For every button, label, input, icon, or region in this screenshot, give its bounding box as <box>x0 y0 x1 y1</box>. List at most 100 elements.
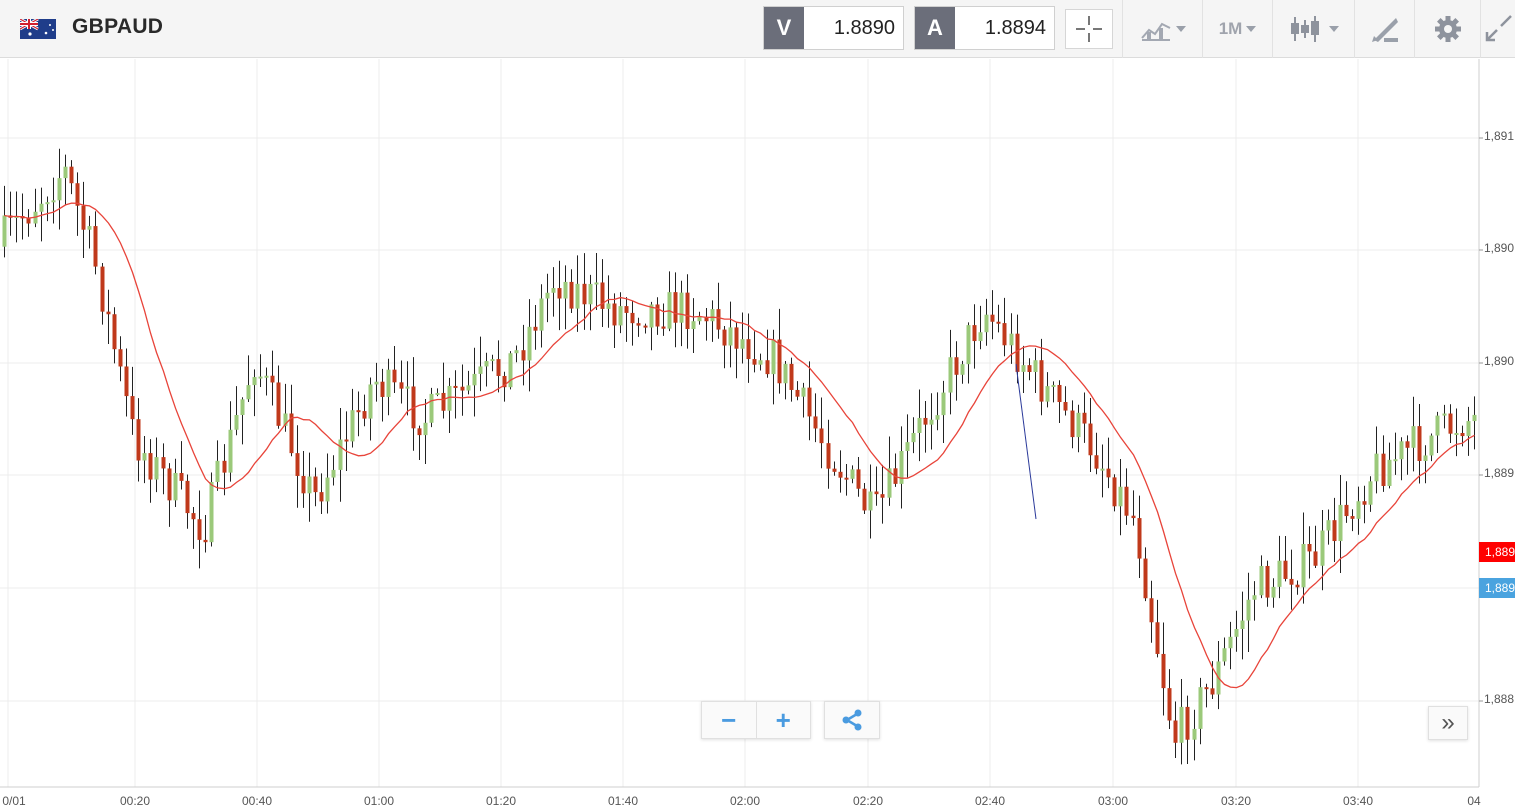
candle-down <box>106 311 111 315</box>
candle-down <box>1295 584 1300 588</box>
candle-up <box>374 381 379 385</box>
candle-down <box>685 292 690 330</box>
candle-up <box>484 361 489 367</box>
x-tick-label: 03:20 <box>1220 794 1252 805</box>
candle-up <box>1320 530 1325 566</box>
candle-down <box>362 411 367 419</box>
crosshair-button[interactable] <box>1058 0 1120 58</box>
candle-up <box>899 450 904 484</box>
candle-down <box>1289 578 1294 585</box>
candle-up <box>209 481 214 543</box>
candle-down <box>990 314 995 322</box>
price-chart[interactable] <box>0 59 1515 805</box>
candle-up <box>447 385 452 411</box>
candle-down <box>399 382 404 389</box>
candle-down <box>1070 410 1075 438</box>
scroll-to-latest-button[interactable]: » <box>1428 706 1468 740</box>
candle-up <box>539 298 544 331</box>
candle-up <box>758 360 763 365</box>
candle-up <box>1240 620 1245 630</box>
drawn-trend-line <box>1015 363 1037 520</box>
candle-up <box>1033 360 1038 372</box>
candle-up <box>740 339 745 349</box>
candle-up <box>563 281 568 299</box>
candle-down <box>722 329 727 346</box>
y-tick-label: 1,890 <box>1484 241 1515 255</box>
candle-down <box>1015 333 1020 372</box>
candle-up <box>1076 412 1081 438</box>
timeframe-dropdown[interactable]: 1M <box>1202 0 1272 58</box>
candle-down <box>1448 413 1453 434</box>
candle-down <box>838 471 843 478</box>
candle-down <box>130 396 135 420</box>
ask-price-button[interactable]: A 1.8894 <box>914 6 1055 50</box>
candle-down <box>1381 453 1386 486</box>
candle-down <box>453 385 458 388</box>
candlestick-chart[interactable] <box>0 59 1515 805</box>
candle-down <box>460 386 465 391</box>
candle-down <box>1307 544 1312 552</box>
candle-down <box>1460 433 1465 437</box>
candle-down <box>1405 441 1410 448</box>
x-tick-label: 03:00 <box>1097 794 1129 805</box>
zoom-out-button[interactable]: − <box>721 704 737 735</box>
candle-down <box>746 339 751 360</box>
candle-down <box>752 359 757 365</box>
candle-down <box>295 453 300 476</box>
candle-down <box>191 513 196 520</box>
candle-down <box>124 366 129 397</box>
candle-up <box>1338 504 1343 542</box>
candle-down <box>1063 402 1068 411</box>
instrument-symbol: GBPAUD <box>72 15 164 38</box>
candle-down <box>289 413 294 454</box>
candle-up <box>1435 415 1440 436</box>
candle-up <box>1198 687 1203 729</box>
candle-up <box>51 200 56 203</box>
candle-down <box>1027 365 1032 372</box>
ask-tag: A <box>915 7 955 49</box>
crosshair-icon <box>1076 16 1102 42</box>
zoom-in-button[interactable]: + <box>755 702 811 738</box>
candle-down <box>1265 565 1270 598</box>
candle-up <box>154 457 159 480</box>
candle-up <box>1466 421 1471 437</box>
candle-up <box>246 385 251 400</box>
candle-up <box>39 203 44 212</box>
candle-down <box>179 473 184 481</box>
candle-down <box>582 283 587 305</box>
candle-up <box>350 410 355 442</box>
indicators-button[interactable] <box>1272 0 1354 58</box>
x-tick-label: 00:40 <box>241 794 273 805</box>
candle-up <box>1100 468 1105 471</box>
candle-up <box>1326 520 1331 531</box>
candle-up <box>1277 560 1282 587</box>
fullscreen-button[interactable] <box>1480 0 1515 58</box>
candle-down <box>624 306 629 313</box>
candle-up <box>1179 706 1184 743</box>
candle-up <box>1234 629 1239 637</box>
candle-up <box>1009 333 1014 346</box>
candle-up <box>63 166 68 179</box>
candle-down <box>380 381 385 397</box>
candle-down <box>270 375 275 383</box>
x-tick-label: 02:40 <box>974 794 1006 805</box>
candle-up <box>1429 435 1434 456</box>
share-button[interactable] <box>824 701 880 739</box>
bid-tag: V <box>764 7 804 49</box>
chart-type-button[interactable] <box>1122 0 1202 58</box>
candle-up <box>1252 595 1257 600</box>
chevron-down-icon <box>1328 26 1339 32</box>
candle-up <box>771 339 776 375</box>
y-tick-label: 1,888 <box>1484 692 1515 706</box>
candle-down <box>636 323 641 326</box>
candle-down <box>301 475 306 494</box>
candle-down <box>276 382 281 426</box>
bid-price-button[interactable]: V 1.8890 <box>763 6 904 50</box>
candle-up <box>2 215 7 247</box>
gbp-aud-flag-icon <box>20 19 56 39</box>
candle-down <box>1350 516 1355 519</box>
candle-down <box>319 492 324 502</box>
candle-up <box>606 303 611 309</box>
drawing-tools-button[interactable] <box>1354 0 1414 58</box>
settings-button[interactable] <box>1414 0 1480 58</box>
